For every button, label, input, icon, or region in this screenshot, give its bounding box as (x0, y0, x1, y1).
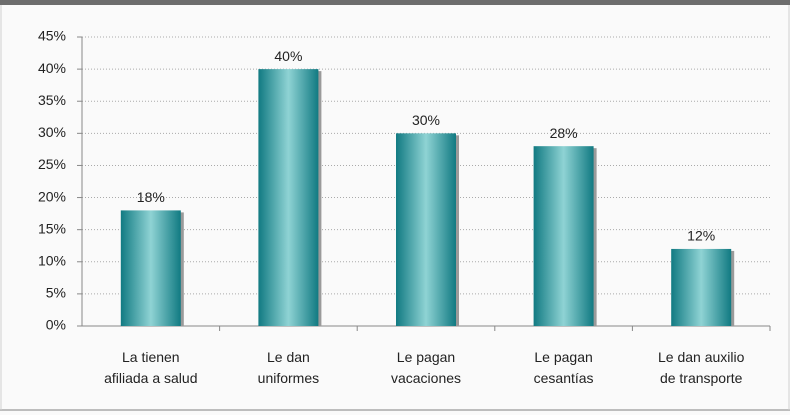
x-tick-label-line: Le pagan (397, 349, 455, 365)
value-label: 18% (137, 189, 165, 205)
x-tick-label-line: Le dan (267, 349, 310, 365)
x-tick-label: Le pagan vacaciones (391, 349, 461, 386)
value-label: 12% (687, 228, 715, 244)
y-tick-label: 15% (38, 220, 66, 236)
x-tick-label-line: uniformes (258, 370, 319, 386)
y-tick-label: 35% (38, 92, 66, 108)
y-tick-label: 25% (38, 156, 66, 172)
x-tick-label-line: cesantías (534, 370, 594, 386)
y-tick-label: 30% (38, 124, 66, 140)
x-tick-label-line: vacaciones (391, 370, 461, 386)
top-band (0, 0, 790, 5)
x-tick-label: Le dan uniformes (258, 349, 319, 386)
x-tick-label-line: afiliada a salud (104, 370, 197, 386)
y-tick-label: 40% (38, 60, 66, 76)
x-tick-label: La tienen afiliada a salud (104, 349, 197, 386)
y-tick-label: 20% (38, 188, 66, 204)
value-label: 30% (412, 112, 440, 128)
value-label: 40% (274, 48, 302, 64)
x-tick-label-line: de transporte (660, 370, 743, 386)
x-tick-label-line: Le pagan (534, 349, 592, 365)
y-tick-label: 0% (46, 317, 66, 333)
bar (258, 69, 319, 326)
bar (120, 210, 181, 326)
x-tick-label-line: La tienen (122, 349, 180, 365)
x-tick-label: Le dan auxilio de transporte (658, 349, 745, 386)
y-tick-label: 10% (38, 252, 66, 268)
bar (671, 248, 732, 326)
bar (396, 133, 456, 326)
y-tick-label: 45% (38, 28, 66, 44)
value-label: 28% (550, 125, 578, 141)
x-tick-label: Le pagan cesantías (534, 349, 594, 386)
y-tick-label: 5% (46, 285, 66, 301)
x-tick-label-line: Le dan auxilio (658, 349, 745, 365)
bar (533, 146, 594, 326)
